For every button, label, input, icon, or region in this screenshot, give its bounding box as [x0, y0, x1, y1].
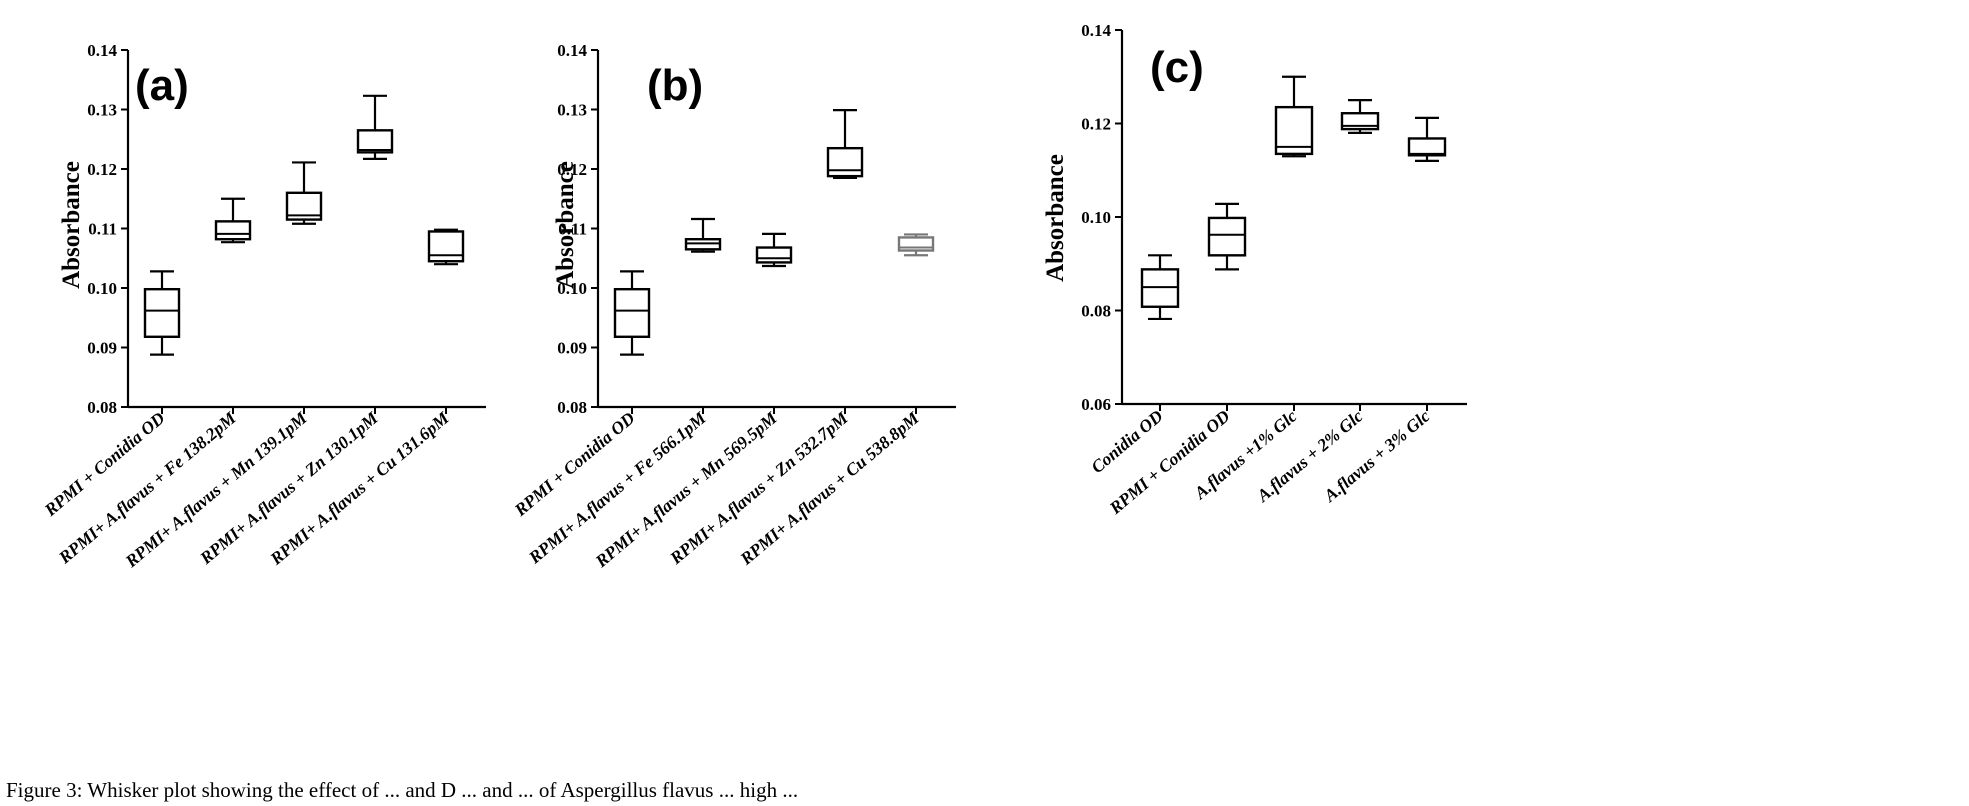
category-label: RPMI + Conidia OD: [1105, 406, 1234, 519]
iqr-box: [755, 246, 793, 264]
y-tick-label: 0.09: [557, 339, 587, 358]
y-tick-label: 0.10: [1081, 208, 1111, 227]
box-1: [613, 270, 651, 356]
y-tick-label: 0.08: [557, 398, 587, 417]
box-1: [143, 270, 181, 356]
category-label: RPMI + Conidia OD: [510, 408, 639, 521]
y-tick-label: 0.14: [557, 41, 587, 60]
y-tick-label: 0.12: [1081, 115, 1111, 134]
iqr-box: [613, 287, 651, 338]
iqr-box: [214, 220, 252, 241]
box-5: [897, 233, 935, 257]
panel-label: (a): [135, 61, 189, 110]
box-2: [684, 217, 722, 253]
box-4: [1340, 99, 1380, 134]
panel-label: (b): [647, 61, 703, 110]
iqr-box: [1407, 137, 1447, 157]
box-2: [214, 197, 252, 244]
y-tick-label: 0.11: [558, 220, 587, 239]
y-tick-label: 0.11: [88, 220, 117, 239]
y-axis-label: Absorbance: [552, 161, 579, 289]
y-tick-label: 0.13: [557, 101, 587, 120]
y-tick-label: 0.12: [87, 160, 117, 179]
y-tick-label: 0.08: [87, 398, 117, 417]
panel-1: 0.08 0.09 0.10 0.11 0.12 0.13 0.14 Absorbance (a…: [40, 41, 486, 572]
box-5: [427, 228, 465, 266]
panel-label: (c): [1150, 43, 1204, 92]
figure-caption: Figure 3: Whisker plot showing the effec…: [6, 778, 799, 802]
y-tick-label: 0.14: [87, 41, 117, 60]
y-tick-label: 0.12: [557, 160, 587, 179]
box-3: [755, 232, 793, 268]
y-tick-label: 0.06: [1081, 395, 1111, 414]
iqr-box: [1207, 216, 1247, 257]
iqr-box: [826, 146, 864, 178]
iqr-box: [427, 230, 465, 263]
box-1: [1140, 254, 1180, 321]
y-tick-label: 0.09: [87, 339, 117, 358]
y-axis-label: Absorbance: [1042, 154, 1069, 282]
y-tick-label: 0.13: [87, 101, 117, 120]
panel-2: 0.08 0.09 0.10 0.11 0.12 0.13 0.14 Absorbance (b…: [510, 41, 956, 572]
y-tick-label: 0.08: [1081, 302, 1111, 321]
iqr-box: [143, 287, 181, 338]
box-4: [356, 94, 394, 160]
box-5: [1407, 116, 1447, 162]
panel-3: 0.060.080.100.120.14Absorbance(c)Conidia…: [1042, 21, 1467, 518]
box-4: [826, 108, 864, 180]
box-3: [285, 161, 323, 225]
iqr-box: [356, 129, 394, 154]
y-axis-label: Absorbance: [58, 161, 85, 289]
box-2: [1207, 202, 1247, 271]
y-tick-label: 0.10: [87, 279, 117, 298]
y-tick-label: 0.14: [1081, 21, 1111, 40]
category-label: RPMI + Conidia OD: [40, 408, 169, 521]
y-tick-label: 0.10: [557, 279, 587, 298]
box-3: [1274, 75, 1314, 158]
iqr-box: [897, 236, 935, 252]
